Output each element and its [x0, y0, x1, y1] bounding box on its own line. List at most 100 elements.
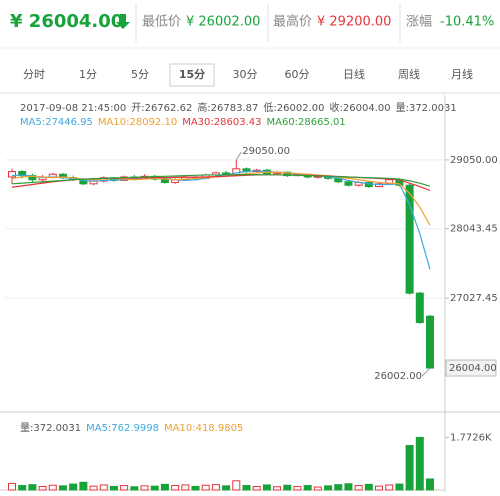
candle-body — [79, 179, 88, 185]
volume-bar — [130, 486, 139, 491]
info-item: 低:26002.00 — [263, 101, 324, 114]
volume-bar — [109, 485, 118, 491]
tab[interactable]: 60分 — [285, 68, 310, 81]
change-label: 涨幅 — [406, 15, 432, 30]
legend-entry: MA30:28603.43 — [182, 117, 261, 128]
tab[interactable]: 5分 — [131, 68, 149, 81]
ma-legend: MA5:27446.95 MA10:28092.10 MA30:28603.43 MA… — [20, 117, 346, 128]
volume-bar — [334, 484, 343, 491]
high-value: ¥ 29200.00 — [317, 15, 391, 30]
volume-bar — [89, 485, 98, 491]
volume-bar — [79, 481, 88, 491]
annotation: 29050.00 — [242, 146, 290, 157]
volume-bar — [191, 485, 200, 491]
volume-bar — [395, 483, 404, 491]
legend-entry: 量:372.0031 — [20, 422, 81, 434]
volume-bar — [293, 485, 302, 491]
candle-body — [344, 181, 353, 186]
candle-body — [375, 183, 384, 188]
low-value: ¥ 26002.00 — [186, 15, 260, 30]
volume-bar — [99, 484, 108, 491]
y-tick-label: 28043.45 — [450, 224, 498, 235]
y-tick-label: 29050.00 — [450, 155, 498, 166]
volume-legend: 量:372.0031 MA5:762.9998 MA10:418.9805 — [20, 422, 243, 434]
tab[interactable]: 周线 — [398, 67, 420, 81]
legend-entry: MA10:28092.10 — [98, 117, 177, 128]
volume-bar — [69, 483, 78, 491]
tab[interactable]: 1分 — [79, 68, 97, 81]
tab[interactable]: 分时 — [23, 68, 45, 81]
volume-bar — [171, 485, 180, 491]
tab-bar: 分时 1分 5分 15分 30分 60分 日线 周线 月线 — [23, 63, 473, 87]
volume-bar — [120, 485, 129, 491]
volume-bar — [375, 485, 384, 491]
volume-bar — [354, 485, 363, 491]
volume-bar — [303, 485, 312, 491]
candle-body — [18, 171, 27, 177]
legend-entry: MA5:762.9998 — [86, 423, 159, 434]
volume-bar — [364, 483, 373, 491]
volume-bar — [324, 485, 333, 491]
annotation-line — [235, 151, 242, 161]
volume-bar — [262, 484, 271, 491]
selected-tab-box — [169, 63, 215, 87]
candle-body — [8, 171, 16, 178]
info-item: 收:26004.00 — [330, 101, 391, 114]
volume-bar — [344, 483, 353, 491]
volume-bar — [385, 484, 394, 491]
volume-bar — [273, 486, 282, 491]
info-item: 高:26783.87 — [197, 101, 258, 114]
down-arrow — [116, 14, 130, 29]
tab[interactable]: 15分 — [179, 67, 205, 81]
volume-bar — [405, 444, 414, 491]
volume-bar — [211, 484, 220, 491]
volume-bar — [181, 484, 190, 491]
info-item: 开:26762.62 — [131, 103, 192, 114]
tab[interactable]: 月线 — [451, 67, 473, 81]
volume-bar — [426, 478, 434, 491]
current-price: ¥ 26004.00 — [10, 11, 123, 32]
volume-bar — [8, 482, 16, 491]
ma-line — [11, 174, 431, 187]
info-item: 量:372.0031 — [396, 102, 457, 114]
volume-bar — [140, 485, 149, 491]
volume-bar — [160, 483, 169, 491]
ma-line — [11, 170, 431, 270]
volume-bar — [48, 484, 57, 491]
candle-body — [426, 315, 434, 369]
volume-bar — [222, 485, 231, 491]
legend-entry: MA60:28665.01 — [266, 117, 345, 128]
tab[interactable]: 日线 — [343, 67, 365, 81]
annotation: 26002.00 — [374, 371, 422, 382]
info-item: 2017-09-08 21:45:00 — [20, 103, 126, 114]
volume-bar — [313, 486, 322, 491]
volume-bar — [283, 484, 292, 491]
y-tick-label: 27027.45 — [450, 293, 498, 304]
change-value: -10.41% — [440, 15, 494, 30]
legend-entry: MA10:418.9805 — [164, 423, 243, 434]
volume-bar — [242, 485, 251, 491]
volume-bar — [201, 484, 210, 491]
volume-bar — [415, 436, 424, 491]
high-label: 最高价 — [273, 14, 312, 30]
annotation-line — [421, 367, 431, 377]
low-label: 最低价 — [142, 15, 181, 30]
candle-body — [415, 292, 424, 324]
legend-entry: MA5:27446.95 — [20, 117, 93, 128]
price-tag — [445, 359, 497, 377]
y-tick-label: 1.7726K — [450, 432, 492, 443]
volume-bar — [28, 484, 37, 491]
candle-info: 2017-09-08 21:45:00 开:26762.62 高:26783.87 低… — [20, 101, 457, 114]
candle-body — [385, 179, 394, 185]
tab[interactable]: 30分 — [233, 68, 258, 81]
volume-bar — [232, 480, 241, 491]
candle-body — [28, 175, 37, 181]
price-tag-label: 26004.00 — [449, 363, 497, 374]
volume-bar — [252, 485, 261, 491]
volume-bar — [18, 485, 27, 491]
candle-body — [405, 184, 414, 294]
volume-bar — [58, 485, 67, 491]
volume-bar — [150, 485, 159, 491]
